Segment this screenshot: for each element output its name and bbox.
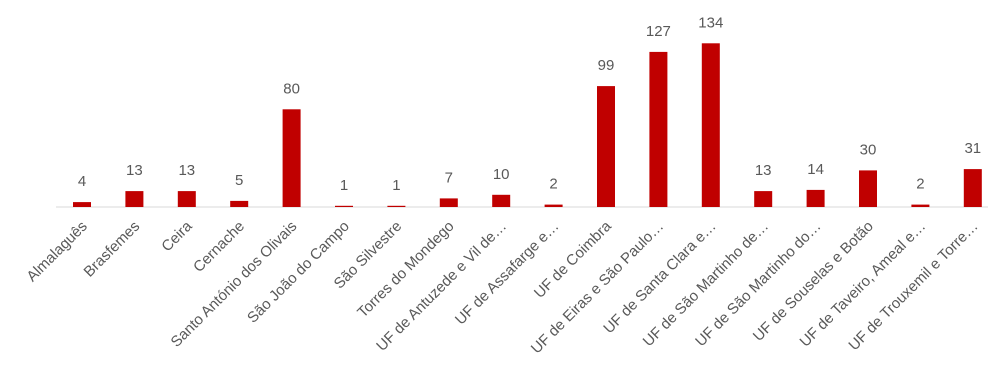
- bar: [492, 194, 511, 207]
- data-label: 1: [340, 177, 348, 194]
- bar: [597, 86, 615, 207]
- x-tick-label: Brasfemes: [81, 218, 144, 281]
- bar: [282, 109, 301, 207]
- bar: [73, 202, 91, 207]
- x-tick-label: UF de Assafarge e…: [452, 218, 562, 328]
- data-label: 80: [283, 80, 300, 97]
- bar: [859, 170, 877, 207]
- bar: [701, 43, 720, 207]
- bar: [230, 200, 249, 207]
- x-tick-label: Ceira: [158, 217, 196, 255]
- bar: [544, 204, 563, 207]
- bar: [335, 205, 353, 207]
- data-label: 7: [445, 169, 453, 186]
- bar: [125, 191, 144, 207]
- data-label: 2: [916, 176, 924, 193]
- data-label: 99: [598, 57, 615, 74]
- bar: [387, 205, 406, 207]
- data-label: 13: [178, 162, 195, 179]
- bar: [911, 204, 930, 207]
- data-label: 31: [964, 140, 981, 157]
- data-label: 1: [392, 177, 400, 194]
- bar: [963, 169, 982, 207]
- data-label: 134: [698, 14, 723, 31]
- data-label: 13: [755, 162, 772, 179]
- data-label: 13: [126, 162, 143, 179]
- data-label: 30: [860, 141, 877, 158]
- bar: [177, 191, 196, 207]
- data-label: 5: [235, 172, 243, 189]
- data-label: 4: [78, 173, 86, 190]
- bar: [439, 198, 458, 207]
- data-label: 2: [549, 176, 557, 193]
- bar: [754, 191, 773, 207]
- x-tick-label: Torres do Mondego: [354, 218, 457, 321]
- x-tick-label: Almalaguês: [23, 218, 90, 285]
- x-tick-label: São João do Campo: [244, 218, 353, 327]
- bar: [806, 189, 825, 207]
- bar: [649, 51, 668, 208]
- data-label: 127: [646, 23, 671, 40]
- data-label: 10: [493, 166, 510, 183]
- data-label: 14: [807, 161, 824, 178]
